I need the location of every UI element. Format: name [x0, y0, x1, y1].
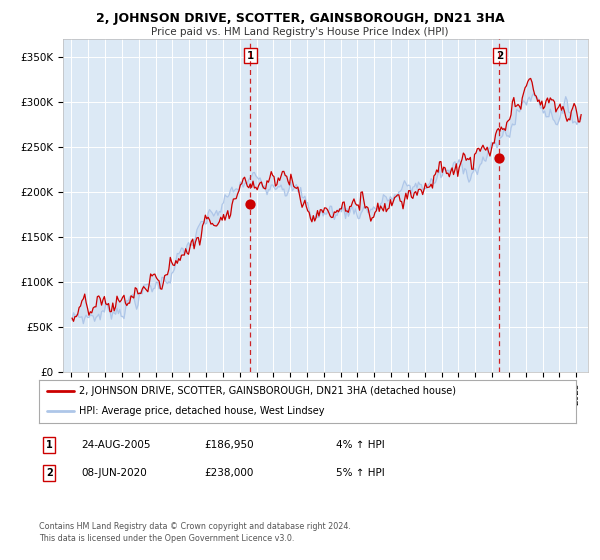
Text: £238,000: £238,000	[204, 468, 253, 478]
Text: HPI: Average price, detached house, West Lindsey: HPI: Average price, detached house, West…	[79, 406, 325, 416]
Text: 24-AUG-2005: 24-AUG-2005	[81, 440, 151, 450]
Text: 5% ↑ HPI: 5% ↑ HPI	[336, 468, 385, 478]
Text: £186,950: £186,950	[204, 440, 254, 450]
Text: 2, JOHNSON DRIVE, SCOTTER, GAINSBOROUGH, DN21 3HA: 2, JOHNSON DRIVE, SCOTTER, GAINSBOROUGH,…	[95, 12, 505, 25]
Text: 2: 2	[46, 468, 53, 478]
Point	[494, 153, 504, 162]
Text: 2: 2	[496, 51, 503, 61]
Text: 1: 1	[247, 51, 254, 61]
Point	[245, 199, 255, 208]
Text: 2, JOHNSON DRIVE, SCOTTER, GAINSBOROUGH, DN21 3HA (detached house): 2, JOHNSON DRIVE, SCOTTER, GAINSBOROUGH,…	[79, 386, 456, 396]
Text: 08-JUN-2020: 08-JUN-2020	[81, 468, 147, 478]
Text: Price paid vs. HM Land Registry's House Price Index (HPI): Price paid vs. HM Land Registry's House …	[151, 27, 449, 37]
Text: 4% ↑ HPI: 4% ↑ HPI	[336, 440, 385, 450]
Text: Contains HM Land Registry data © Crown copyright and database right 2024.
This d: Contains HM Land Registry data © Crown c…	[39, 522, 351, 543]
Text: 1: 1	[46, 440, 53, 450]
